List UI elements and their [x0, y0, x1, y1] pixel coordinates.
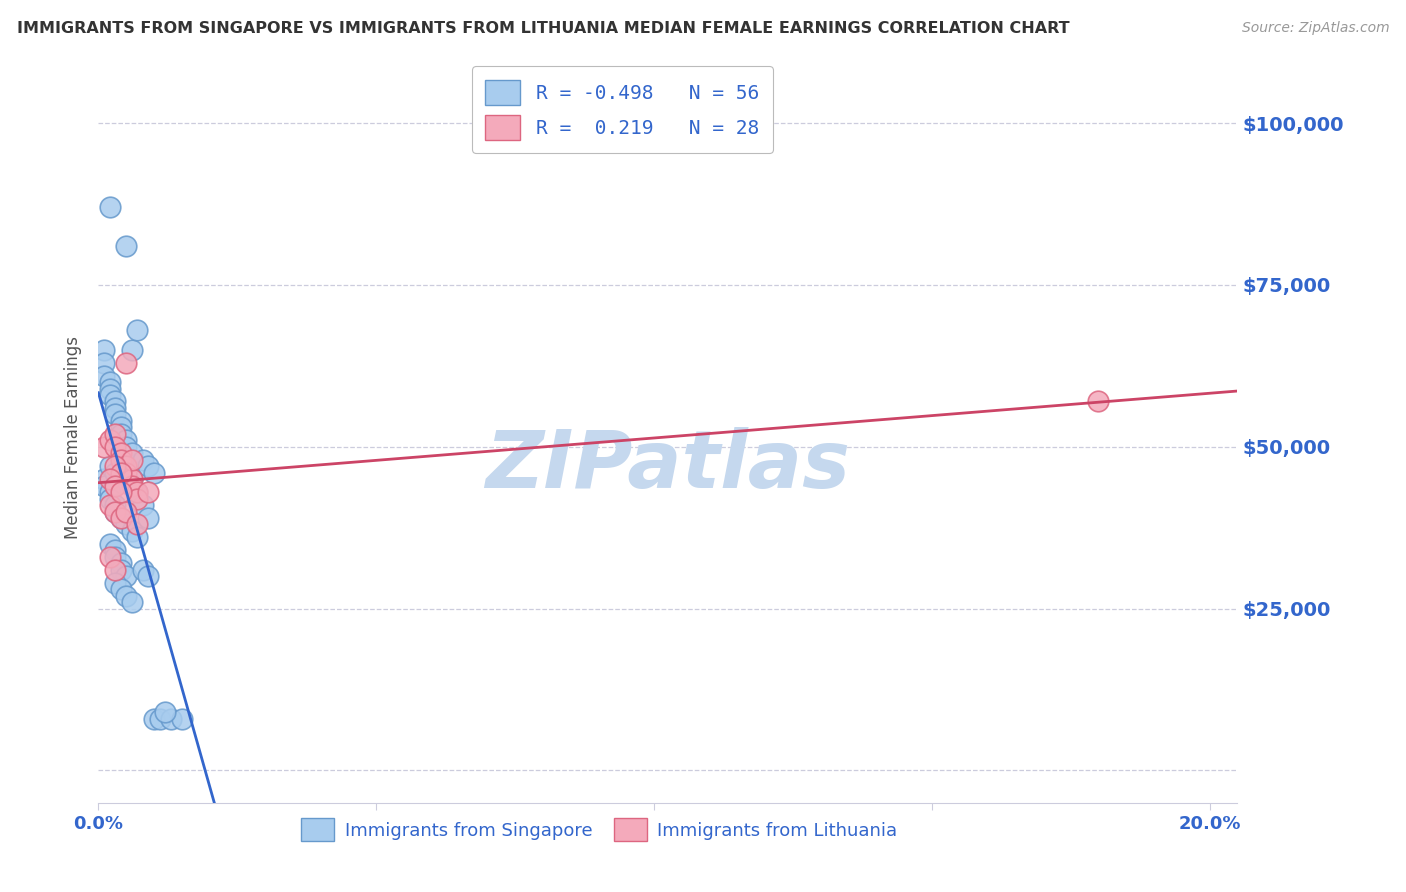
Point [159, 712, 181, 726]
Point [138, 459, 160, 474]
Point [110, 563, 132, 577]
Point [93, 343, 115, 357]
Point [104, 575, 127, 590]
Point [104, 498, 127, 512]
Point [121, 446, 143, 460]
Point [98, 388, 121, 402]
Point [93, 478, 115, 492]
Point [104, 401, 127, 415]
Point [98, 382, 121, 396]
Point [104, 563, 127, 577]
Point [121, 472, 143, 486]
Point [115, 504, 138, 518]
Point [98, 537, 121, 551]
Point [153, 705, 176, 719]
Point [127, 530, 149, 544]
Point [115, 517, 138, 532]
Point [110, 511, 132, 525]
Point [121, 472, 143, 486]
Point [121, 478, 143, 492]
Point [93, 356, 115, 370]
Point [115, 569, 138, 583]
Point [170, 712, 193, 726]
Point [132, 498, 155, 512]
Point [98, 434, 121, 448]
Point [104, 504, 127, 518]
Point [132, 452, 155, 467]
Point [104, 440, 127, 454]
Point [98, 491, 121, 506]
Point [121, 452, 143, 467]
Point [98, 375, 121, 389]
Point [115, 459, 138, 474]
Point [1087, 394, 1109, 409]
Point [104, 543, 127, 558]
Point [104, 394, 127, 409]
Text: ZIPatlas: ZIPatlas [485, 427, 851, 506]
Point [98, 200, 121, 214]
Point [115, 434, 138, 448]
Point [110, 414, 132, 428]
Point [104, 549, 127, 564]
Point [127, 517, 149, 532]
Point [127, 485, 149, 500]
Point [138, 485, 160, 500]
Point [138, 511, 160, 525]
Point [127, 323, 149, 337]
Point [104, 466, 127, 480]
Point [127, 491, 149, 506]
Y-axis label: Median Female Earnings: Median Female Earnings [65, 335, 83, 539]
Point [110, 452, 132, 467]
Point [121, 343, 143, 357]
Point [148, 712, 170, 726]
Point [115, 589, 138, 603]
Point [110, 426, 132, 441]
Point [110, 420, 132, 434]
Point [104, 478, 127, 492]
Point [93, 440, 115, 454]
Point [93, 368, 115, 383]
Point [121, 595, 143, 609]
Point [98, 472, 121, 486]
Point [110, 582, 132, 597]
Text: IMMIGRANTS FROM SINGAPORE VS IMMIGRANTS FROM LITHUANIA MEDIAN FEMALE EARNINGS CO: IMMIGRANTS FROM SINGAPORE VS IMMIGRANTS … [17, 21, 1070, 37]
Legend: Immigrants from Singapore, Immigrants from Lithuania: Immigrants from Singapore, Immigrants fr… [294, 811, 905, 848]
Point [110, 446, 132, 460]
Point [98, 549, 121, 564]
Point [110, 466, 132, 480]
Point [98, 485, 121, 500]
Point [93, 472, 115, 486]
Point [110, 557, 132, 571]
Point [98, 459, 121, 474]
Point [110, 485, 132, 500]
Point [110, 511, 132, 525]
Point [115, 356, 138, 370]
Point [104, 408, 127, 422]
Point [132, 563, 155, 577]
Point [104, 504, 127, 518]
Text: Source: ZipAtlas.com: Source: ZipAtlas.com [1241, 21, 1389, 36]
Point [127, 485, 149, 500]
Point [115, 239, 138, 253]
Point [104, 426, 127, 441]
Point [143, 712, 166, 726]
Point [98, 498, 121, 512]
Point [104, 459, 127, 474]
Point [115, 466, 138, 480]
Point [138, 569, 160, 583]
Point [121, 524, 143, 538]
Point [121, 478, 143, 492]
Point [143, 466, 166, 480]
Point [115, 440, 138, 454]
